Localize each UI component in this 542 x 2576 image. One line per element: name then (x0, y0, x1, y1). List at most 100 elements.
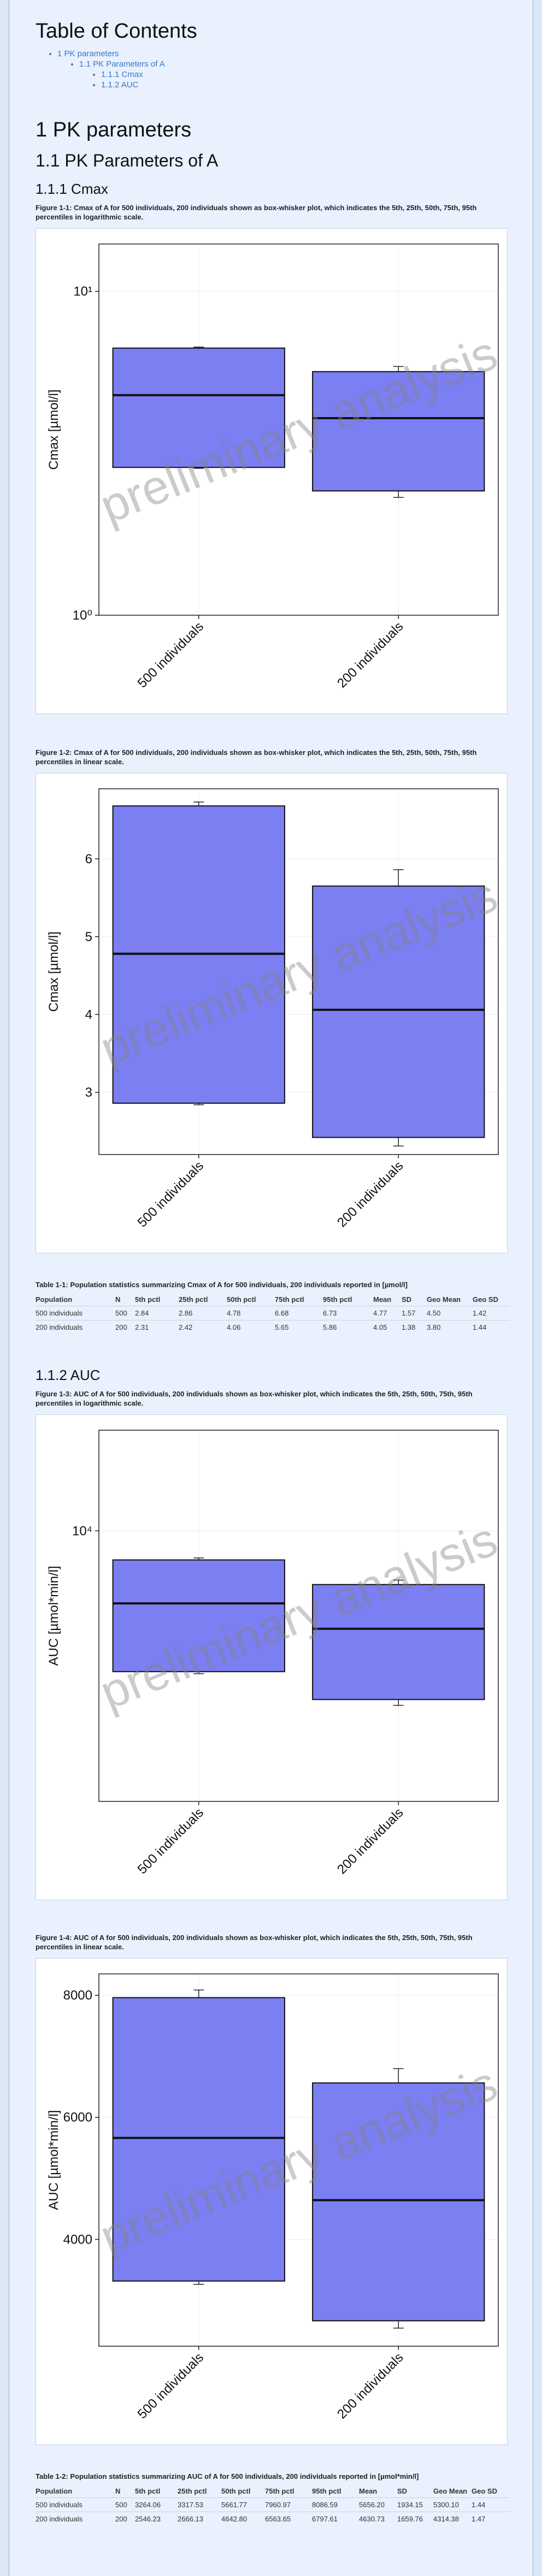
table-cell: 1.44 (472, 2497, 510, 2512)
col-header: 95th pctl (312, 2487, 341, 2495)
box-2 (312, 2068, 485, 2329)
x-tick-label: 200 individuals (334, 1805, 406, 1877)
report-page: Table of Contents 1 PK parameters 1.1 PK… (9, 0, 533, 2576)
stats-table-cmax: Population N 5th pctl 25th pctl 50th pct… (36, 1293, 510, 1334)
y-tick-label: 10⁴ (72, 1524, 92, 1538)
figure-auc-linear: 4000 6000 8000 500 individuals 200 individua… (36, 1958, 508, 2445)
figure-cmax-log: 10⁰ 10¹ 500 individuals 200 individuals Cmax… (36, 228, 508, 714)
toc-link-cmax[interactable]: 1.1.1 Cmax (101, 70, 143, 79)
table-cell: 1.44 (473, 1320, 510, 1334)
table-cell: 7960.97 (265, 2497, 312, 2512)
x-tick-label: 200 individuals (334, 619, 406, 691)
table-cell: 1934.15 (397, 2497, 433, 2512)
table-cell: 3317.53 (178, 2497, 221, 2512)
col-header: 5th pctl (135, 1295, 161, 1304)
table-cell: 1.57 (402, 1306, 427, 1320)
table-cell: 200 (115, 2512, 135, 2526)
table-cell: 6797.61 (312, 2512, 359, 2526)
table-cell: 2.31 (135, 1320, 179, 1334)
section-heading-pk-parameters-a: 1.1 PK Parameters of A (36, 151, 219, 170)
toc-link-auc[interactable]: 1.1.2 AUC (101, 80, 139, 90)
y-tick-label: 8000 (63, 1988, 92, 2003)
x-tick-label: 500 individuals (135, 1805, 207, 1877)
box-body (112, 1559, 285, 1673)
table-cell: 6.73 (323, 1306, 373, 1320)
table-cell: 4.05 (373, 1320, 402, 1334)
plot-frame (98, 1973, 499, 2347)
table-cell: 4642.80 (221, 2512, 265, 2526)
figure-caption-4: Figure 1-4: AUC of A for 500 individuals… (36, 1934, 473, 1951)
table-header-row: Population N 5th pctl 25th pctl 50th pct… (36, 1293, 510, 1306)
table-cell: 4.78 (227, 1306, 275, 1320)
toc-title: Table of Contents (36, 20, 197, 43)
y-tick-label: 6000 (63, 2110, 92, 2125)
section-heading-pk-parameters: 1 PK parameters (36, 118, 192, 141)
table-cell: 3.80 (427, 1320, 473, 1334)
y-tick-label: 6 (85, 852, 92, 866)
col-header: SD (402, 1295, 412, 1304)
table-caption-auc: Table 1-2: Population statistics summari… (36, 2472, 419, 2480)
chart-cmax-log: 10⁰ 10¹ 500 individuals 200 individuals Cmax… (46, 243, 504, 691)
figure-caption-2: Figure 1-2: Cmax of A for 500 individual… (36, 748, 477, 766)
table-cell: 200 individuals (36, 2512, 115, 2526)
figure-caption-3: Figure 1-3: AUC of A for 500 individuals… (36, 1390, 473, 1407)
box-body (312, 1584, 485, 1700)
box-body (312, 885, 485, 1138)
stats-table-auc: Population N 5th pctl 25th pctl 50th pct… (36, 2485, 510, 2526)
col-header: 5th pctl (135, 2487, 161, 2495)
y-tick-label: 4 (85, 1007, 92, 1022)
table-header-row: Population N 5th pctl 25th pctl 50th pct… (36, 2485, 510, 2498)
x-tick-label: 500 individuals (135, 619, 207, 691)
box-2 (312, 366, 485, 498)
figure-caption-1: Figure 1-1: Cmax of A for 500 individual… (36, 204, 477, 221)
table-row: 500 individuals 500 3264.06 3317.53 5661… (36, 2497, 510, 2512)
chart-auc-linear: 4000 6000 8000 500 individuals 200 individua… (46, 1973, 504, 2422)
box-1 (112, 1989, 285, 2285)
col-header: Mean (373, 1295, 392, 1304)
section-heading-cmax: 1.1.1 Cmax (36, 181, 108, 197)
table-cell: 1659.76 (397, 2512, 433, 2526)
y-tick-label: 10⁰ (73, 608, 92, 623)
col-header: 25th pctl (178, 2487, 207, 2495)
x-tick-label: 200 individuals (334, 2350, 406, 2422)
col-header: Population (36, 2487, 73, 2495)
plot-frame (98, 788, 499, 1155)
box-body (312, 371, 485, 492)
col-header: 25th pctl (179, 1295, 208, 1304)
table-cell: 2.42 (179, 1320, 227, 1334)
x-tick-label: 500 individuals (135, 1158, 207, 1230)
col-header: Geo SD (472, 2487, 497, 2495)
table-cell: 6563.65 (265, 2512, 312, 2526)
box-2 (312, 1579, 485, 1706)
col-header: 75th pctl (265, 2487, 294, 2495)
box-2 (312, 869, 485, 1147)
table-cell: 200 (115, 1320, 135, 1334)
chart-cmax-linear: 3 4 5 6 500 individuals 200 individuals Cmax [… (46, 788, 504, 1230)
table-cell: 1.47 (472, 2512, 510, 2526)
col-header: N (115, 1295, 121, 1304)
table-cell: 5656.20 (359, 2497, 397, 2512)
table-of-contents: 1 PK parameters 1.1 PK Parameters of A 1… (36, 49, 516, 90)
toc-link-pk-parameters[interactable]: 1 PK parameters (57, 49, 119, 58)
col-header: Geo Mean (433, 2487, 468, 2495)
table-cell: 4.77 (373, 1306, 402, 1320)
figure-cmax-linear: 3 4 5 6 500 individuals 200 individuals Cmax [… (36, 773, 508, 1253)
table-cell: 1.42 (473, 1306, 510, 1320)
table-cell: 500 individuals (36, 1306, 115, 1320)
y-tick-label: 5 (85, 930, 92, 944)
col-header: 95th pctl (323, 1295, 352, 1304)
table-cell: 5300.10 (433, 2497, 472, 2512)
box-1 (112, 1557, 285, 1674)
col-header: 50th pctl (227, 1295, 256, 1304)
table-cell: 5.86 (323, 1320, 373, 1334)
box-body (112, 1997, 285, 2282)
y-tick-label: 3 (85, 1085, 92, 1100)
col-header: Geo Mean (427, 1295, 461, 1304)
y-tick-label: 10¹ (73, 284, 92, 299)
table-cell: 500 (115, 2497, 135, 2512)
plot-frame (98, 243, 499, 616)
table-cell: 500 individuals (36, 2497, 115, 2512)
table-cell: 6.68 (275, 1306, 323, 1320)
toc-link-pk-parameters-a[interactable]: 1.1 PK Parameters of A (79, 60, 165, 69)
chart-auc-log: 10⁴ 500 individuals 200 individuals AUC [µm… (46, 1430, 504, 1877)
